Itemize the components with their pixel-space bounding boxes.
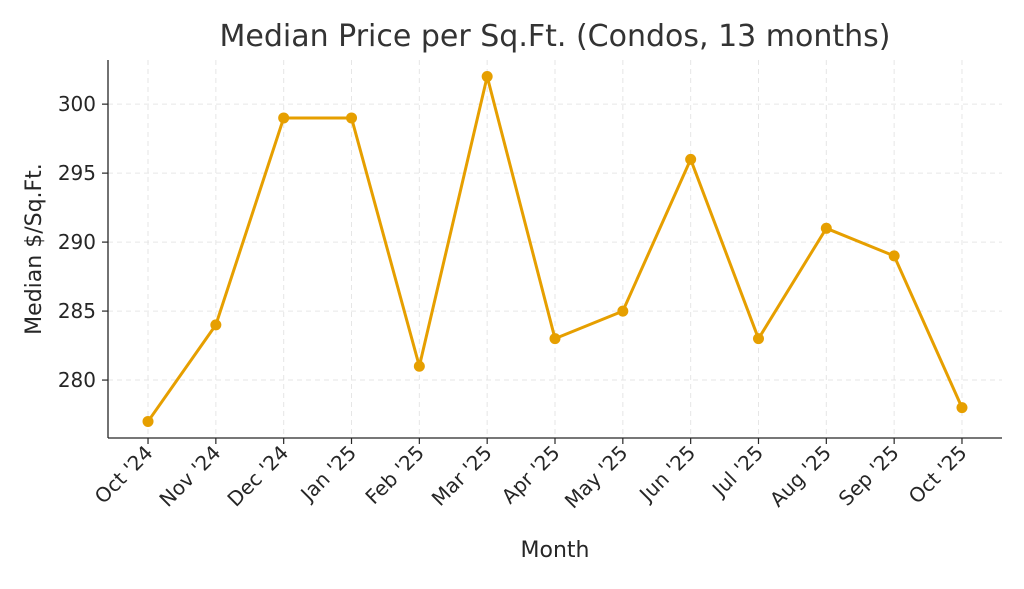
y-tick-label: 295 [58,161,96,185]
x-tick-label: Oct '25 [904,441,972,509]
series [142,71,968,427]
x-tick-label: Oct '24 [90,441,158,509]
data-point [481,71,493,83]
x-tick-label: Mar '25 [427,441,497,511]
x-axis-label: Month [521,538,590,563]
data-point [956,402,968,414]
x-tick-label: Jul '25 [706,441,768,503]
data-point [820,222,832,234]
y-tick-label: 290 [58,230,96,254]
data-point [278,112,290,124]
data-point [888,250,900,262]
data-point [413,360,425,372]
data-point [685,153,697,165]
y-axis-label: Median $/Sq.Ft. [22,163,47,335]
x-tick-label: Feb '25 [360,441,428,509]
x-tick-label: Jun '25 [633,441,700,508]
x-tick-label: May '25 [560,441,633,514]
chart-title: Median Price per Sq.Ft. (Condos, 13 mont… [220,19,891,54]
x-tick-label: Nov '24 [154,441,225,512]
x-tick-label: Apr '25 [497,441,565,509]
y-tick-label: 285 [58,299,96,323]
x-tick-label: Aug '25 [765,441,836,512]
y-tick-label: 280 [58,368,96,392]
data-point [210,319,222,331]
x-tick-label: Sep '25 [834,441,904,511]
data-point [617,305,629,317]
data-point [752,333,764,345]
y-tick-label: 300 [58,92,96,116]
x-tick-label: Dec '24 [222,441,293,512]
data-point [142,415,154,427]
data-point [346,112,358,124]
data-point [549,333,561,345]
grid [108,60,1002,438]
x-tick-label: Jan '25 [294,441,361,508]
